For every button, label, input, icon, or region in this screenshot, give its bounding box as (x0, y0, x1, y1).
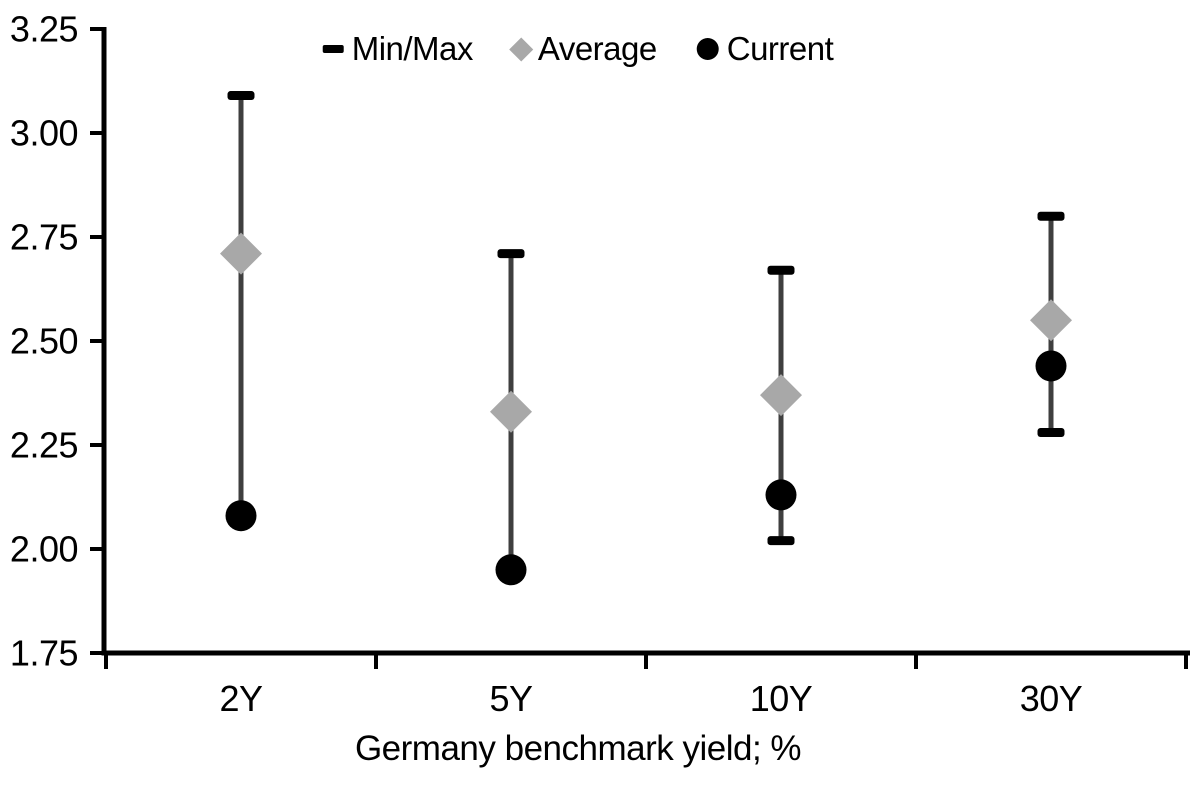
legend-item-current: Current (696, 30, 834, 68)
legend-label: Current (726, 30, 834, 67)
x-category-label: 30Y (1020, 678, 1083, 719)
legend-item-average: Average (509, 30, 657, 68)
y-tick-label: 3.25 (10, 9, 78, 50)
x-axis-title: Germany benchmark yield; % (354, 729, 802, 768)
average-marker-2Y (220, 232, 262, 275)
average-marker-10Y (760, 374, 802, 417)
legend-item-min-max: Min/Max (322, 30, 474, 68)
y-tick-label: 3.00 (10, 113, 78, 154)
y-tick-label: 2.50 (10, 321, 78, 362)
y-tick-label: 2.75 (10, 217, 78, 258)
max-cap-30Y (1037, 211, 1065, 221)
max-cap-10Y (767, 265, 795, 275)
current-marker-30Y (1035, 350, 1067, 382)
current-marker-10Y (765, 479, 797, 511)
x-category-label: 10Y (750, 678, 813, 719)
y-tick-label: 2.25 (10, 425, 78, 466)
diamond-marker-icon (509, 36, 534, 62)
y-tick-label: 2.00 (10, 529, 78, 570)
min-cap-10Y (767, 536, 795, 546)
current-marker-2Y (225, 500, 257, 532)
average-marker-5Y (490, 390, 532, 433)
dash-marker-icon (322, 45, 344, 53)
circle-marker-icon (696, 38, 719, 60)
legend-label: Average (537, 30, 657, 67)
min-cap-30Y (1037, 428, 1065, 438)
average-marker-30Y (1030, 299, 1072, 342)
chart-legend: Min/Max Average Current (322, 30, 834, 68)
y-tick-label: 1.75 (10, 633, 78, 674)
x-category-label: 2Y (219, 678, 263, 719)
current-marker-5Y (495, 554, 527, 586)
legend-label: Min/Max (351, 30, 474, 67)
max-cap-2Y (227, 91, 255, 101)
max-cap-5Y (497, 249, 525, 259)
x-category-label: 5Y (489, 678, 533, 719)
